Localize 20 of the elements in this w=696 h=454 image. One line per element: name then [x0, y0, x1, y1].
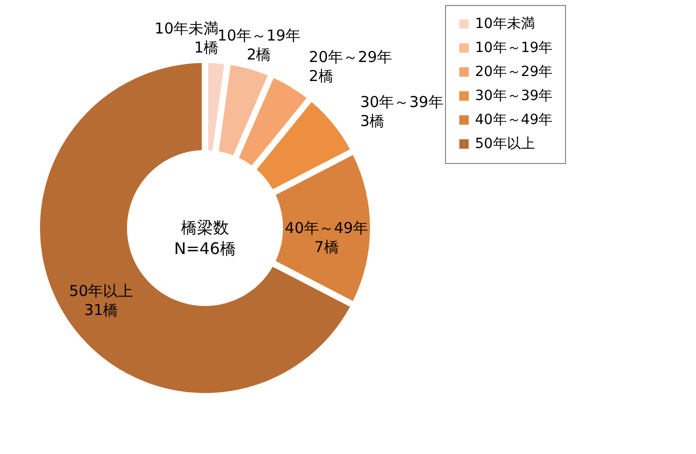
- text: 橋梁数: [181, 218, 229, 237]
- data-label: 3橋: [360, 112, 385, 130]
- legend-label: 30年～39年: [475, 88, 553, 104]
- data-label: 2橋: [246, 45, 272, 64]
- legend-label: 50年以上: [475, 136, 535, 152]
- slice-label: 30年～39年: [360, 92, 444, 111]
- text: N=46橋: [174, 239, 236, 258]
- data-label: 1橋: [194, 38, 219, 56]
- legend-label: 20年～29年: [475, 64, 553, 80]
- data-label: 7橋: [314, 238, 339, 256]
- data-label: 31橋: [84, 301, 118, 320]
- legend-label: 10年未満: [475, 16, 535, 32]
- legend-label: 40年～49年: [475, 112, 553, 128]
- slice-label: 20年～29年: [308, 48, 392, 66]
- data-label: 2橋: [308, 67, 334, 86]
- slice-label: 50年以上: [69, 282, 134, 300]
- slice-label: 40年～49年: [284, 219, 368, 237]
- slice-label: 10年未満: [154, 19, 219, 38]
- slice-label: 10年～19年: [217, 26, 301, 44]
- legend-label: 10年～19年: [475, 40, 553, 56]
